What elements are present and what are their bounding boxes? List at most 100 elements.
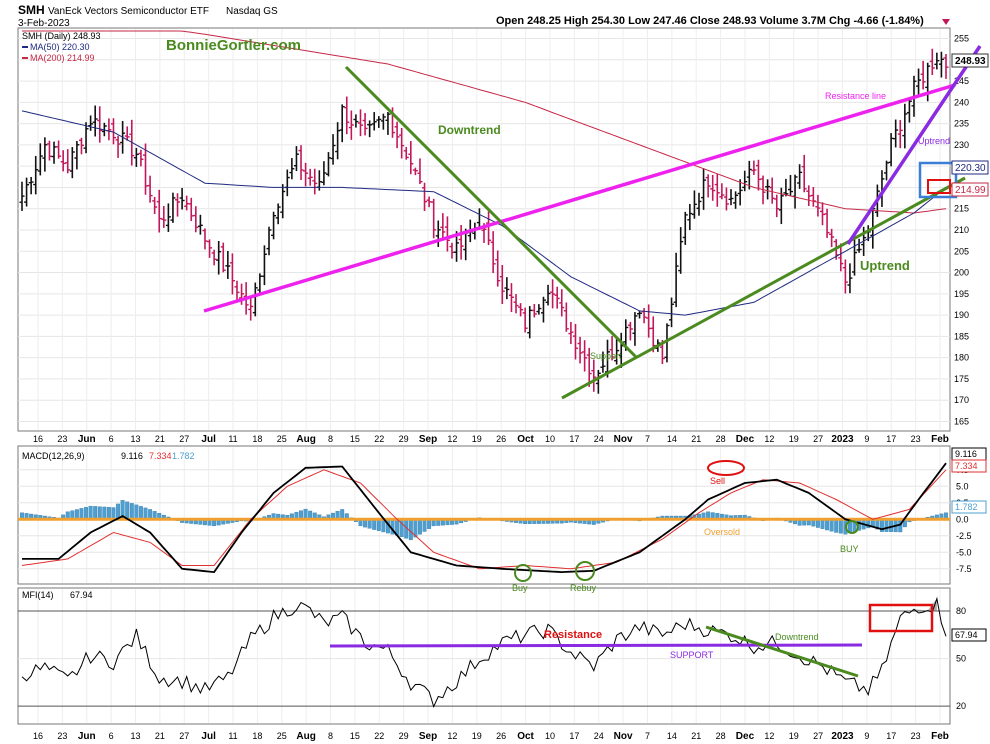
ohlc-bar: [42, 137, 48, 172]
x-tick-label: 27: [813, 731, 823, 741]
ohlc-bar: [513, 294, 519, 314]
price-axis: 1651701751801851901952002052102152202252…: [954, 34, 969, 427]
ohlc-bar: [97, 106, 103, 143]
x-tick-label: 27: [179, 434, 189, 444]
rebuy-marker: [575, 561, 595, 581]
ohlc-bar: [577, 336, 583, 364]
mfi-downtrend-label: Downtrend: [775, 632, 819, 642]
x-tick-label: 25: [277, 731, 287, 741]
x-tick-label: 14: [667, 434, 677, 444]
short-uptrend-trendline: [846, 45, 982, 245]
x-tick-label: 21: [155, 434, 165, 444]
ohlc-bar: [408, 141, 414, 175]
ohlc-bar: [83, 122, 89, 154]
macd-hist-bar: [889, 519, 894, 532]
x-tick-label: 11: [228, 434, 237, 444]
price-tick-label: 170: [954, 395, 969, 405]
price-grid: [18, 29, 950, 430]
mfi-value-box: [951, 628, 987, 642]
x-tick-label: 12: [764, 731, 774, 741]
x-tick-label: Jul: [201, 434, 216, 445]
x-tick-label: Dec: [736, 434, 755, 445]
macd-hist-bar: [825, 519, 830, 531]
x-tick-label: 13: [131, 731, 141, 741]
mfi-downtrend-line: [705, 625, 859, 678]
legend-price: SMH (Daily) 248.93: [22, 31, 101, 41]
macd-hist-bar: [102, 506, 107, 520]
ohlc-bar: [339, 104, 345, 143]
ohlc-bar: [902, 103, 908, 149]
price-tick-label: 215: [954, 204, 969, 214]
x-tick-label: 28: [716, 434, 726, 444]
macd-hist-bar: [408, 519, 413, 541]
ohlc-bar: [664, 323, 670, 363]
macd-hist-bar: [93, 506, 98, 520]
price-tick-label: 255: [954, 34, 969, 44]
x-tick-label: 22: [374, 731, 384, 741]
ohlc-bar: [175, 193, 181, 217]
mfi-axis: 20 50 80: [956, 606, 966, 711]
ohlc-bar: [376, 116, 382, 128]
macd-hist-bar: [106, 507, 111, 520]
ohlc-bar: [847, 263, 853, 294]
resistance-trendline: [203, 83, 956, 313]
ohlc-bar: [582, 340, 588, 372]
macd-axis: -7.5-5.0-2.50.02.55.07.5: [956, 465, 972, 574]
ohlc-bar: [412, 167, 418, 176]
ohlc-bar: [74, 141, 80, 170]
ohlc-bar: [399, 127, 405, 159]
down-arrow-icon: [942, 19, 950, 25]
ohlc-bar: [737, 179, 743, 206]
mfi-line: [21, 596, 947, 709]
x-tick-label: 18: [252, 434, 262, 444]
x-tick-label: 27: [813, 434, 823, 444]
ohlc-bar: [362, 113, 368, 136]
ohlc-bar: [280, 184, 286, 219]
x-tick-label: Jun: [78, 731, 96, 742]
x-tick-label: Dec: [736, 731, 755, 742]
macd-histogram: [20, 500, 948, 541]
ohlc-bar: [495, 250, 501, 287]
x-tick-label: 10: [545, 731, 555, 741]
x-tick-label: 19: [472, 434, 482, 444]
ohlc-bar: [330, 134, 336, 165]
x-tick-label: Nov: [614, 731, 633, 742]
ohlc-bar: [536, 304, 542, 315]
ohlc-bar: [380, 113, 386, 130]
x-tick-label: 17: [569, 731, 579, 741]
buy-low-label: Buy: [512, 583, 528, 593]
ohlc-bar: [701, 168, 707, 210]
ohlc-bar: [522, 307, 528, 333]
ohlc-bar: [774, 194, 780, 218]
ohlc-bar: [669, 297, 675, 328]
price-tick-label: 230: [954, 140, 969, 150]
ohlc-bar: [348, 110, 354, 140]
x-tick-label: 2023: [831, 731, 854, 742]
ohlc-bar: [197, 214, 203, 235]
ohlc-bar: [110, 118, 116, 145]
ohlc-bar: [69, 147, 75, 179]
buy-label: BUY: [840, 544, 859, 554]
ohlc-bar: [138, 149, 144, 167]
ohlc-bar: [147, 175, 153, 203]
x-tick-label: Jul: [201, 731, 216, 742]
macd-hist-bar: [829, 519, 834, 532]
x-tick-label: 13: [131, 434, 141, 444]
sell-marker: [707, 460, 745, 476]
mfi-value-label: 67.94: [955, 630, 978, 640]
ma200-line: [22, 30, 947, 214]
x-tick-label: 23: [911, 434, 921, 444]
x-tick-label: 12: [447, 434, 457, 444]
ohlc-bar: [797, 164, 803, 189]
ohlc-bar: [353, 114, 359, 128]
macd-tick-label: -2.5: [956, 531, 972, 541]
ohlc-bar: [710, 174, 716, 201]
ohlc-bar: [723, 187, 729, 211]
ohlc-bar: [508, 283, 514, 313]
ma-crossover-box: [918, 161, 958, 199]
ohlc-bar: [504, 277, 510, 300]
x-tick-label: 25: [277, 434, 287, 444]
ohlc-bar: [357, 109, 363, 137]
ohlc-bar: [769, 177, 775, 204]
